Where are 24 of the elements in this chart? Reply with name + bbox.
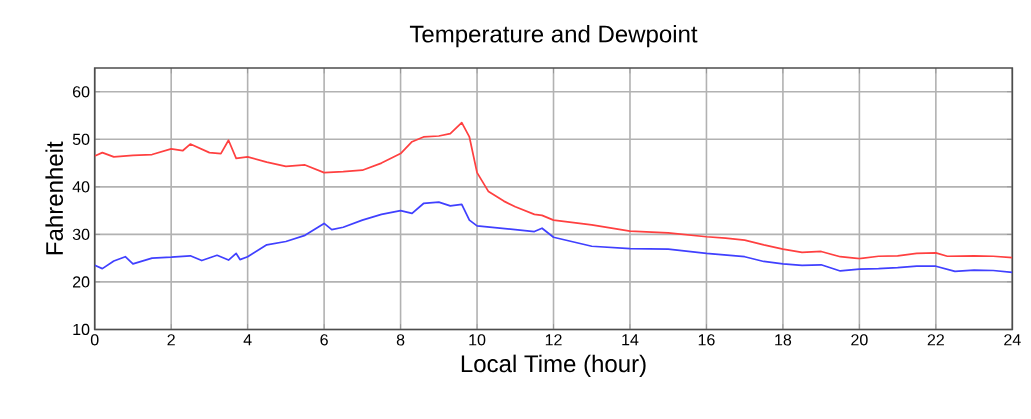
y-tick-label: 10: [73, 323, 90, 336]
y-tick-label: 50: [72, 133, 90, 146]
x-tick-label: 18: [775, 334, 792, 346]
x-tick-label: 8: [396, 334, 405, 346]
x-tick-label: 2: [167, 334, 175, 346]
y-tick-label: 40: [72, 181, 90, 193]
x-tick-label: 14: [622, 334, 639, 346]
x-tick-label: 10: [469, 334, 486, 346]
x-tick-label: 20: [851, 334, 868, 346]
chart-title: Temperature and Dewpoint: [409, 25, 698, 48]
line-series: [94, 201, 1013, 274]
y-tick-label: 60: [73, 86, 90, 98]
y-tick-label: 30: [72, 228, 90, 241]
x-tick-label: 24: [1004, 334, 1021, 346]
x-tick-label: 6: [320, 334, 328, 346]
x-tick-label: 12: [545, 334, 562, 346]
y-axis-title: Fahrenheit: [45, 141, 64, 255]
x-tick-label: 16: [698, 334, 715, 346]
x-axis-title: Local Time (hour): [461, 354, 646, 378]
x-tick-label: 22: [927, 334, 944, 346]
y-tick-label: 20: [72, 276, 90, 288]
x-tick-label: 4: [243, 334, 252, 346]
line-series: [94, 121, 1013, 260]
x-tick-label: 0: [90, 334, 99, 346]
